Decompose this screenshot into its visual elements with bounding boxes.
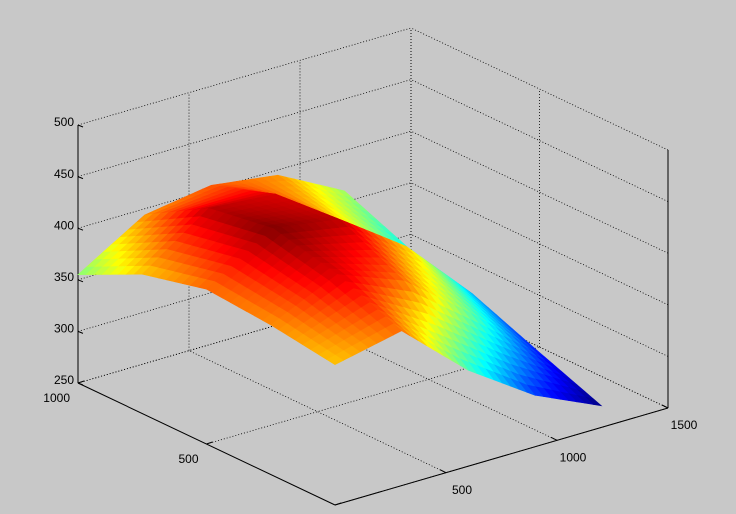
x-tick-label: 500 [452,483,472,497]
y-tick [334,502,342,506]
z-tick [77,382,84,386]
grid-line [410,130,669,254]
z-tick-label: 300 [54,322,74,336]
y-tick-label: 1000 [43,391,70,405]
grid-line [410,234,669,357]
z-tick [77,124,84,128]
grid-line [77,79,412,177]
z-tick-label: 450 [54,167,74,181]
surface-patch [326,354,344,365]
z-tick [77,176,84,180]
z-tick [77,227,84,231]
z-tick-label: 250 [54,373,74,387]
x-tick [550,436,558,441]
z-tick-label: 500 [54,115,74,129]
x-tick [439,469,447,474]
x-tick [661,404,669,409]
grid-line [206,346,540,445]
grid-line [410,79,669,202]
z-tick [77,279,84,283]
grid-line [77,234,412,332]
z-tick [77,330,84,334]
grid-line [410,27,669,151]
y-tick [77,380,85,384]
grid-line [188,350,447,474]
x-axis [334,407,669,506]
x-tick-label: 1000 [560,451,587,465]
x-tick-label: 1500 [671,418,698,432]
y-tick-label: 500 [178,452,198,466]
grid-line [410,182,669,306]
grid-line [77,285,412,384]
z-tick-label: 350 [54,270,74,284]
z-tick-label: 400 [54,218,74,232]
y-tick [206,441,213,445]
grid-line [77,130,412,229]
grid-line [77,27,412,126]
